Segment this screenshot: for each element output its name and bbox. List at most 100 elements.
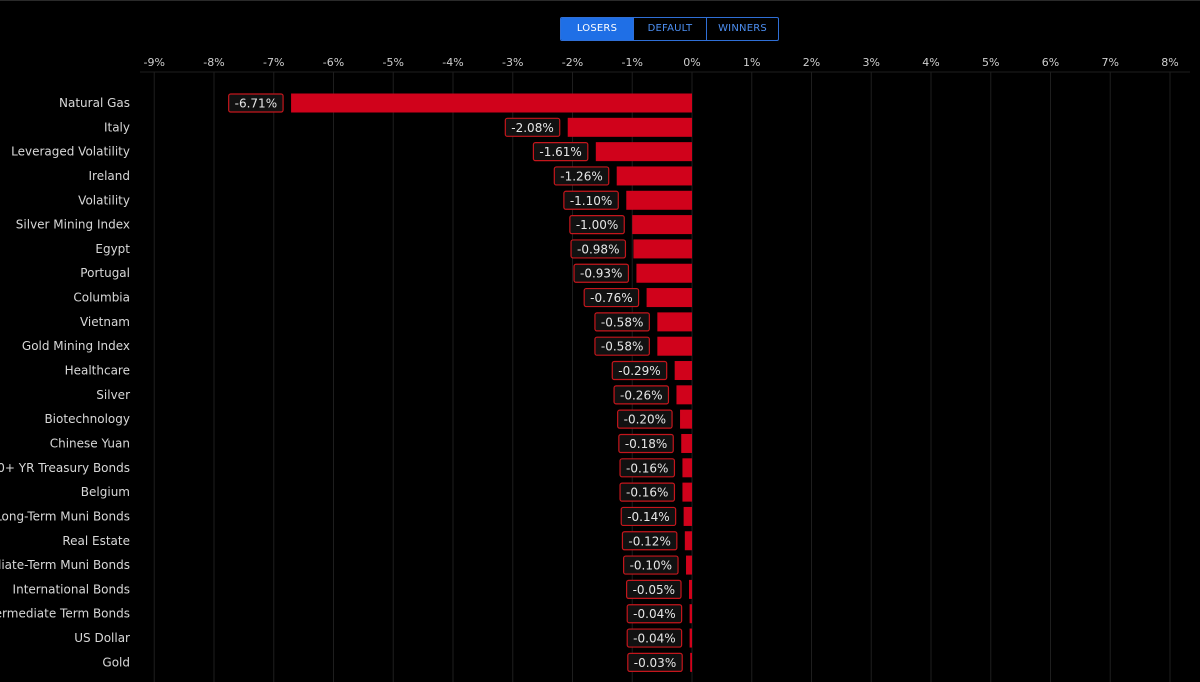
bar xyxy=(684,531,692,551)
value-label: -0.04% xyxy=(633,632,675,646)
value-label: -0.26% xyxy=(620,388,662,402)
x-tick-label: -7% xyxy=(263,56,284,69)
category-label: Healthcare xyxy=(65,364,130,378)
category-label: International Bonds xyxy=(13,582,130,596)
bar xyxy=(657,336,692,356)
bar xyxy=(690,652,692,672)
x-tick-label: -9% xyxy=(144,56,165,69)
value-label-box xyxy=(621,531,678,551)
value-label: -0.14% xyxy=(627,510,669,524)
value-label-box xyxy=(594,312,650,332)
category-label: Italy xyxy=(104,120,130,134)
bar xyxy=(689,579,692,599)
value-label-box xyxy=(532,142,589,162)
value-label: -0.12% xyxy=(628,534,670,548)
view-toggle: LOSERS DEFAULT WINNERS xyxy=(560,17,779,41)
value-label: -2.08% xyxy=(511,121,553,135)
category-label: Columbia xyxy=(73,291,130,305)
value-label-box xyxy=(583,287,640,308)
category-label: Intermediate-Term Muni Bonds xyxy=(0,558,130,572)
x-tick-label: 7% xyxy=(1102,56,1119,69)
x-tick-label: -6% xyxy=(323,56,344,69)
value-label-box xyxy=(618,433,674,454)
value-label-box xyxy=(611,360,668,381)
bar xyxy=(291,93,692,113)
value-label-box xyxy=(627,652,683,672)
bar xyxy=(674,361,692,381)
value-label-box xyxy=(563,190,619,210)
bar xyxy=(633,239,692,259)
value-label-box xyxy=(228,93,284,113)
category-label: Chinese Yuan xyxy=(50,436,130,450)
value-label: -1.26% xyxy=(560,169,602,183)
value-label: -0.04% xyxy=(633,607,675,621)
value-label-box xyxy=(619,482,676,502)
bar xyxy=(626,190,692,210)
x-tick-label: 1% xyxy=(743,56,760,69)
category-label: Gold Mining Index xyxy=(22,339,130,353)
winners-button[interactable]: WINNERS xyxy=(718,23,767,34)
bar xyxy=(682,458,692,478)
value-label-box xyxy=(504,117,561,137)
category-label: Silver Mining Index xyxy=(16,218,130,232)
bar xyxy=(567,117,692,137)
value-label-box xyxy=(570,239,627,259)
category-label: Ireland xyxy=(88,169,130,183)
value-label: -0.76% xyxy=(590,291,632,305)
bar xyxy=(689,604,692,624)
value-label-box xyxy=(573,263,630,283)
x-tick-label: -1% xyxy=(622,56,643,69)
value-label: -0.98% xyxy=(577,242,619,256)
bar xyxy=(683,506,692,526)
x-tick-label: 2% xyxy=(803,56,820,69)
x-tick-label: 5% xyxy=(982,56,999,69)
category-label: Intermediate Term Bonds xyxy=(0,607,130,621)
category-label: 20+ YR Treasury Bonds xyxy=(0,461,130,475)
x-tick-label: 3% xyxy=(863,56,880,69)
category-label: Belgium xyxy=(81,485,130,499)
category-label: US Dollar xyxy=(74,631,130,645)
value-label: -1.00% xyxy=(576,218,618,232)
value-label-box xyxy=(594,336,650,356)
bar xyxy=(680,409,692,429)
category-label: Volatility xyxy=(78,193,130,207)
category-label: Natural Gas xyxy=(59,96,130,110)
bar xyxy=(616,166,692,186)
bar xyxy=(646,288,692,308)
x-tick-label: -5% xyxy=(383,56,404,69)
x-tick-label: 8% xyxy=(1161,56,1178,69)
default-button[interactable]: DEFAULT xyxy=(634,18,707,40)
value-label: -0.16% xyxy=(626,486,668,500)
value-label: -1.61% xyxy=(539,145,581,159)
bar xyxy=(689,628,692,648)
value-label-box xyxy=(626,579,682,600)
category-label: Long-Term Muni Bonds xyxy=(0,509,130,523)
value-label-box xyxy=(620,506,677,527)
category-label: Gold xyxy=(102,655,130,669)
value-label: -0.20% xyxy=(624,413,666,427)
value-label: -0.05% xyxy=(633,583,675,597)
x-tick-label: 0% xyxy=(683,56,700,69)
value-label: -0.58% xyxy=(601,315,643,329)
bar xyxy=(657,312,692,332)
category-label: Biotechnology xyxy=(44,412,130,426)
losers-button[interactable]: LOSERS xyxy=(561,18,634,40)
category-label: Vietnam xyxy=(80,315,130,329)
value-label: -0.29% xyxy=(618,364,660,378)
bar xyxy=(686,555,692,575)
bar xyxy=(676,385,692,405)
bar xyxy=(632,215,692,235)
category-label: Egypt xyxy=(95,242,130,256)
value-label-box xyxy=(619,458,676,478)
value-label: -1.10% xyxy=(570,194,612,208)
value-label-box xyxy=(553,166,610,186)
value-label-box xyxy=(626,604,683,624)
value-label: -0.10% xyxy=(630,559,672,573)
x-tick-label: 6% xyxy=(1042,56,1059,69)
top-border xyxy=(0,0,1200,1)
x-tick-label: -8% xyxy=(203,56,224,69)
value-label-box xyxy=(613,385,670,405)
bar xyxy=(681,433,692,453)
bar xyxy=(682,482,692,502)
